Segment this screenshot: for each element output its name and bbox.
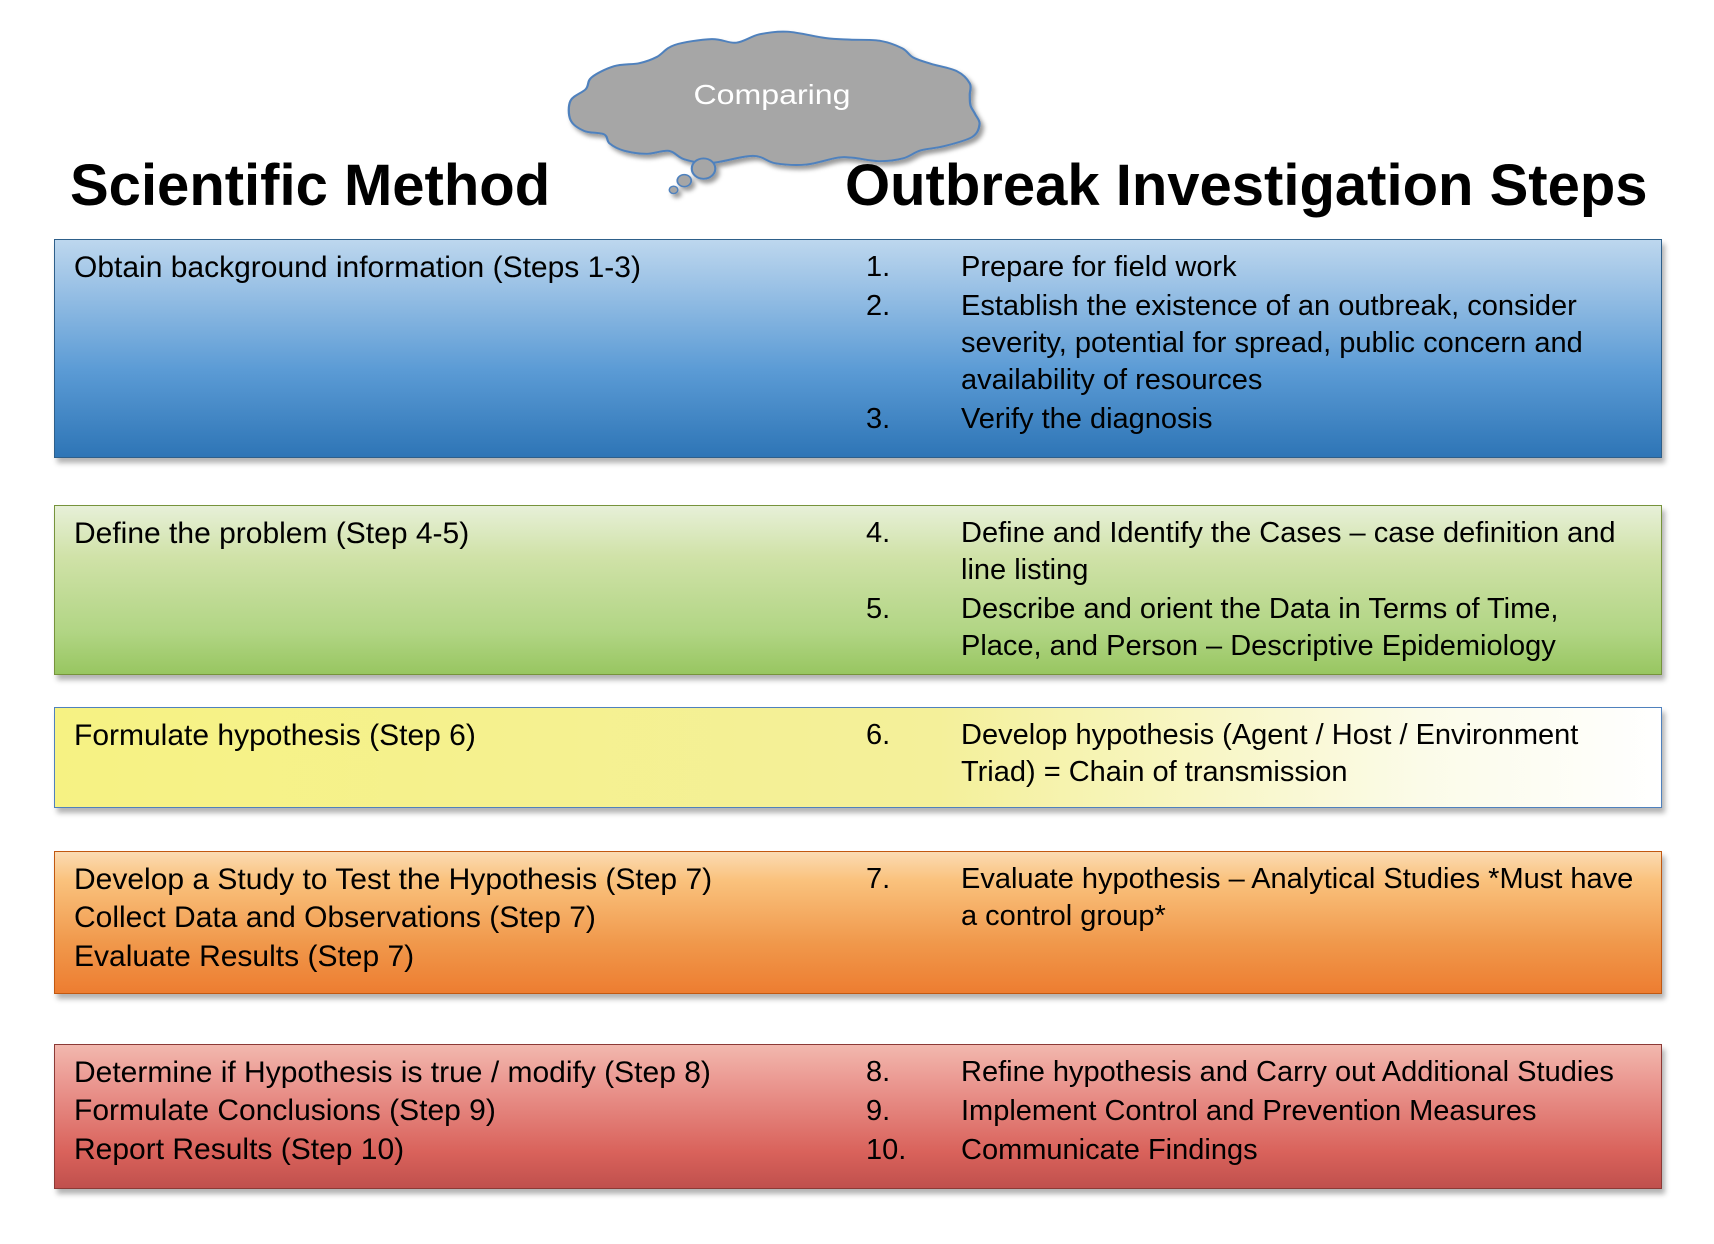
svg-text:Comparing: Comparing <box>694 80 851 111</box>
